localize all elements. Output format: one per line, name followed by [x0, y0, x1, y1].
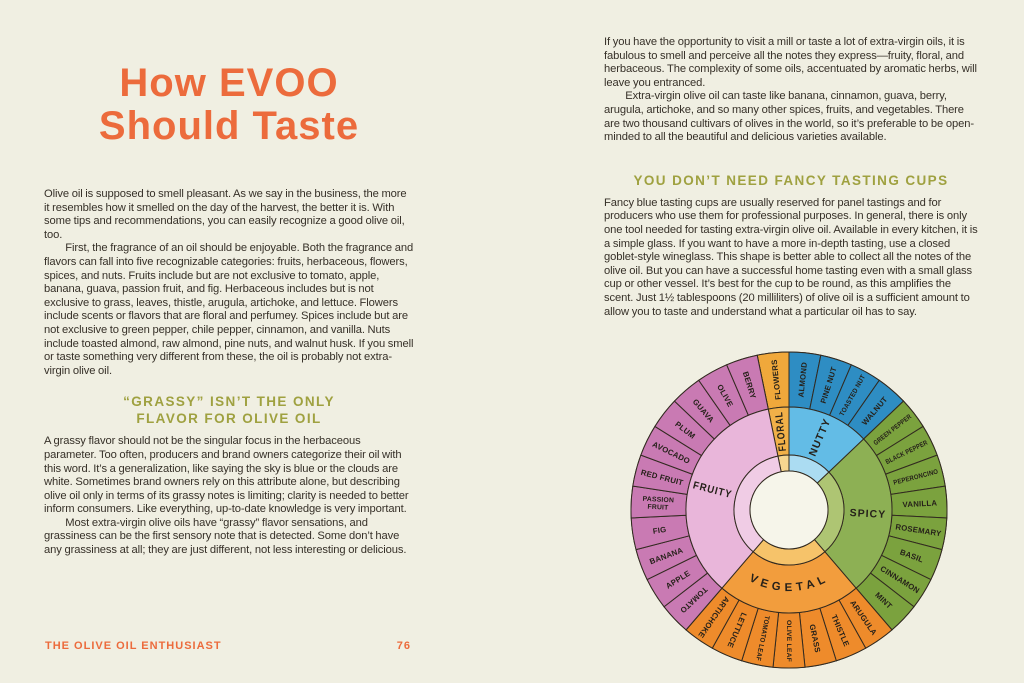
wheel-note-label: FIG — [652, 524, 667, 535]
section-heading-line2: FLAVOR FOR OLIVE OIL — [136, 411, 322, 427]
page-footer: THE OLIVE OIL ENTHUSIAST 76 — [45, 640, 411, 652]
section-heading: “GRASSY” ISN’T THE ONLY FLAVOR FOR OLIVE … — [44, 393, 414, 427]
page-number: 76 — [396, 640, 411, 652]
paragraph: Extra-virgin olive oil can taste like ba… — [604, 90, 974, 144]
chapter-title-line2: Should Taste — [98, 104, 360, 148]
running-head: THE OLIVE OIL ENTHUSIAST — [45, 640, 222, 652]
wheel-note-label: OLIVE LEAF — [786, 620, 793, 662]
wheel-family-label: SPICY — [849, 507, 886, 521]
wheel-note-label: FRUIT — [647, 503, 669, 511]
paragraph: First, the fragrance of an oil should be… — [44, 242, 414, 377]
left-page: How EVOO Should Taste Olive oil is suppos… — [44, 62, 414, 558]
wheel-note-label: VANILLA — [902, 498, 937, 509]
section-heading-line1: “GRASSY” ISN’T THE ONLY — [123, 394, 335, 410]
wheel-center-hole — [749, 470, 829, 550]
wheel-note-label: ALMOND — [796, 361, 809, 397]
paragraph: Most extra-virgin olive oils have “grass… — [44, 516, 407, 557]
chapter-title-line1: How EVOO — [119, 61, 339, 105]
paragraph: A grassy flavor should not be the singul… — [44, 435, 409, 516]
wheel-note-label: FLOWERS — [769, 359, 782, 400]
section-heading: YOU DON’T NEED FANCY TASTING CUPS — [633, 172, 949, 188]
wheel-family-label: FLORAL — [773, 411, 789, 452]
paragraph: Fancy blue tasting cups are usually rese… — [604, 196, 978, 318]
paragraph: If you have the opportunity to visit a m… — [604, 36, 977, 89]
flavor-wheel: FLOWERS FLORAL ALMOND PINE NUT TOASTED NUT WA… — [629, 350, 949, 670]
chapter-title: How EVOO Should Taste — [44, 62, 414, 148]
wheel-note-label: PASSION — [642, 495, 674, 504]
right-page: If you have the opportunity to visit a m… — [604, 36, 978, 319]
paragraph: Olive oil is supposed to smell pleasant.… — [44, 188, 407, 241]
